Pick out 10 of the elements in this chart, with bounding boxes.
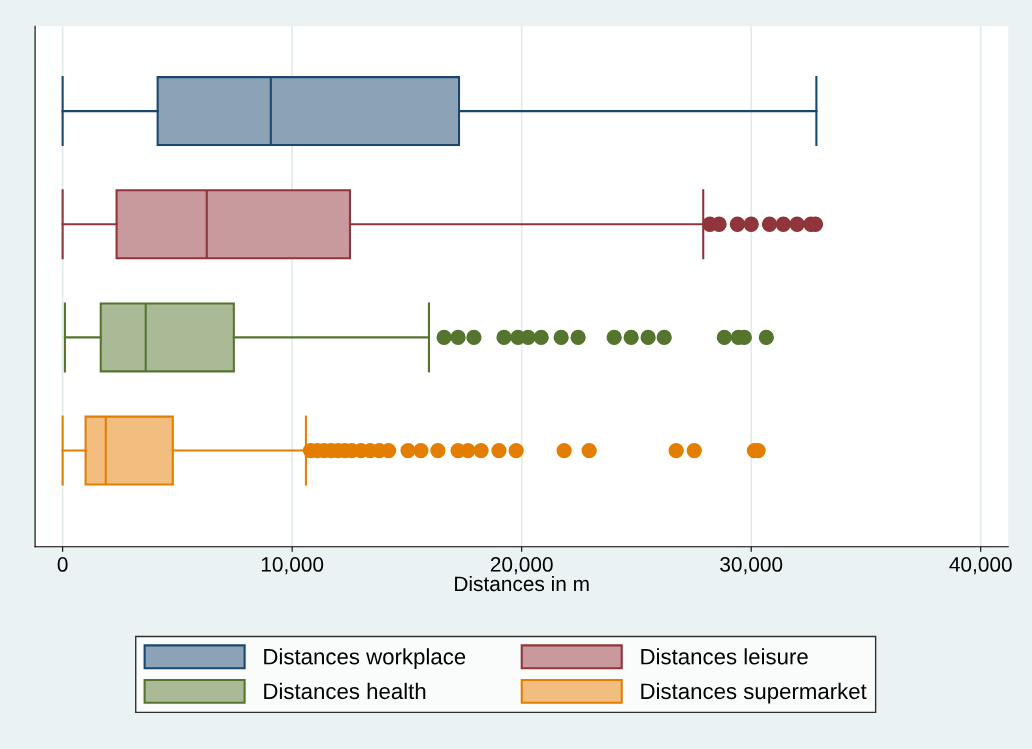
legend-label: Distances workplace: [264, 648, 466, 669]
legend-label: Distances supermarket: [641, 682, 867, 704]
x-tick-label: 20,000: [490, 557, 553, 575]
x-tick-label: 10,000: [261, 557, 324, 575]
x-tick-label: 0: [57, 557, 68, 572]
legend-label: Distances leisure: [641, 648, 808, 665]
x-axis-title: Distances in m: [455, 575, 589, 592]
legend-label: Distances health: [264, 682, 426, 700]
x-tick-label: 30,000: [720, 557, 783, 575]
x-tick-label: 40,000: [949, 557, 1012, 575]
